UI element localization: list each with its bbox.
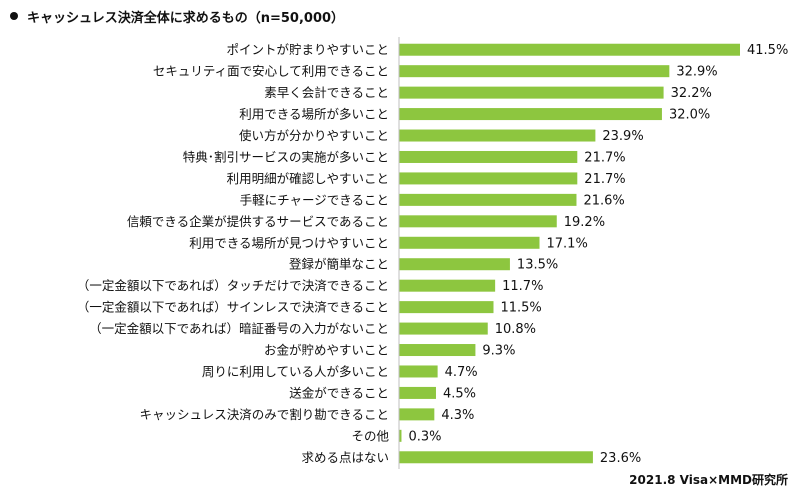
- bar: [399, 172, 578, 185]
- category-label: その他: [351, 428, 389, 443]
- category-label: セキュリティ面で安心して利用できること: [153, 64, 389, 79]
- value-label: 32.9%: [676, 65, 717, 80]
- category-label: 特典･割引サービスの実施が多いこと: [183, 149, 389, 164]
- value-label: 13.5%: [517, 258, 558, 273]
- chart-title-row: キャッシュレス決済全体に求めるもの（n=50,000）: [10, 6, 344, 26]
- bar: [399, 301, 494, 314]
- category-label: 登録が簡単なこと: [289, 257, 389, 272]
- bar: [399, 429, 402, 442]
- bar: [399, 451, 593, 464]
- bar: [399, 344, 476, 357]
- bar: [399, 193, 577, 206]
- category-label: 周りに利用している人が多いこと: [202, 364, 389, 379]
- value-label: 11.5%: [500, 301, 541, 316]
- value-label: 9.3%: [482, 344, 515, 359]
- bar: [399, 43, 740, 56]
- category-label: （一定金額以下であれば）暗証番号の入力がないこと: [89, 321, 389, 336]
- category-label: 求める点はない: [301, 450, 389, 465]
- bar: [399, 150, 578, 163]
- category-label: 利用できる場所が見つけやすいこと: [189, 235, 389, 250]
- bar: [399, 86, 664, 99]
- value-label: 23.6%: [600, 451, 641, 466]
- category-label: 手軽にチャージできること: [240, 192, 389, 207]
- bar: [399, 129, 596, 142]
- bar: [399, 386, 436, 399]
- value-label: 41.5%: [747, 43, 788, 58]
- value-label: 11.7%: [502, 279, 543, 294]
- value-label: 4.7%: [445, 365, 478, 380]
- source-credit: 2021.8 Visa×MMD研究所: [629, 473, 788, 487]
- value-label: 0.3%: [408, 429, 441, 444]
- bar: [399, 108, 662, 121]
- category-label: 素早く会計できること: [264, 85, 389, 100]
- value-label: 32.0%: [669, 108, 710, 123]
- value-label: 21.6%: [583, 193, 624, 208]
- bar: [399, 365, 438, 378]
- category-label: 使い方が分かりやすいこと: [239, 128, 389, 143]
- category-label: 信頼できる企業が提供するサービスであること: [127, 214, 389, 229]
- category-label: 送金ができること: [289, 385, 389, 400]
- value-label: 23.9%: [602, 129, 643, 144]
- value-label: 21.7%: [584, 172, 625, 187]
- category-label: 利用明細が確認しやすいこと: [227, 171, 389, 186]
- category-label: （一定金額以下であれば）サインレスで決済できること: [77, 300, 389, 315]
- category-label: 利用できる場所が多いこと: [239, 107, 389, 122]
- bar: [399, 215, 557, 228]
- bar: [399, 322, 488, 335]
- bullet-icon: [10, 12, 18, 20]
- category-label: ポイントが貯まりやすいこと: [226, 42, 389, 57]
- bar: [399, 258, 510, 271]
- value-label: 10.8%: [495, 322, 536, 337]
- value-label: 19.2%: [564, 215, 605, 230]
- bar: [399, 236, 540, 249]
- value-label: 4.5%: [443, 386, 476, 401]
- category-label: （一定金額以下であれば）タッチだけで決済できること: [77, 278, 389, 293]
- bar: [399, 65, 670, 78]
- category-label: キャッシュレス決済のみで割り勘できること: [139, 407, 389, 422]
- bar: [399, 279, 496, 292]
- chart-title: キャッシュレス決済全体に求めるもの（n=50,000）: [27, 10, 345, 26]
- value-label: 21.7%: [584, 150, 625, 165]
- bar: [399, 408, 435, 421]
- value-label: 4.3%: [441, 408, 474, 423]
- value-label: 17.1%: [547, 236, 588, 251]
- value-label: 32.2%: [671, 86, 712, 101]
- category-label: お金が貯めやすいこと: [264, 343, 389, 358]
